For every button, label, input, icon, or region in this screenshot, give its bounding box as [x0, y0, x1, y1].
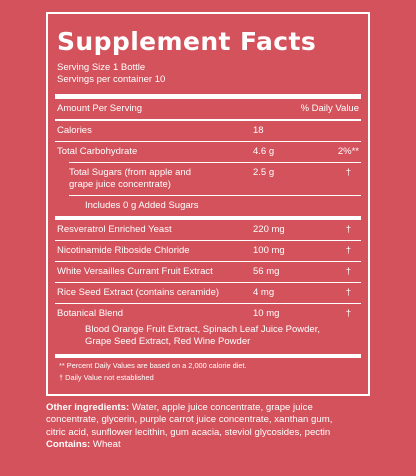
table-row-total-sugars: Total Sugars (from apple and grape juice… [55, 163, 361, 195]
table-row-currant-extract: White Versailles Currant Fruit Extract 5… [55, 262, 361, 282]
thick-divider [55, 354, 361, 358]
table-row-added-sugars: Includes 0 g Added Sugars [55, 196, 361, 216]
ingredient-daily-value: † [345, 245, 351, 256]
ingredient-amount: 4 mg [253, 287, 275, 298]
supplement-facts-panel: Supplement Facts Serving Size 1 Bottle S… [46, 12, 370, 396]
table-row-calories: Calories 18 [55, 121, 361, 141]
nutrient-name: Total Carbohydrate [57, 146, 138, 157]
servings-per-container: Servings per container 10 [57, 74, 166, 85]
amount-per-serving-header: Amount Per Serving [57, 103, 143, 114]
contains-text: Wheat [90, 439, 121, 451]
ingredient-daily-value: † [345, 308, 351, 319]
thick-divider [55, 216, 361, 220]
table-row-resveratrol: Resveratrol Enriched Yeast 220 mg † [55, 220, 361, 240]
ingredient-amount: 100 mg [253, 245, 285, 256]
footnote-dagger: † Daily Value not established [59, 373, 154, 382]
table-row-botanical-blend: Botanical Blend 10 mg † [55, 304, 361, 324]
other-ingredients-line-2: concentrate, glycerin, purple carrot jui… [46, 414, 333, 426]
contains-line: Contains: Wheat [46, 439, 376, 451]
other-ingredients-line-1: Other ingredients: Water, apple juice co… [46, 402, 376, 414]
blend-description-line-2: Grape Seed Extract, Red Wine Powder [85, 336, 251, 347]
row-divider [55, 282, 361, 283]
ingredient-name: Botanical Blend [57, 308, 124, 319]
ingredient-daily-value: † [345, 287, 351, 298]
ingredient-amount: 56 mg [253, 266, 280, 277]
nutrient-amount: 4.6 g [253, 146, 275, 157]
blend-description-line-1: Blood Orange Fruit Extract, Spinach Leaf… [85, 324, 320, 335]
other-ingredients-line-3: citric acid, sunflower lecithin, gum aca… [46, 426, 331, 438]
nutrient-amount: 2.5 g [253, 167, 275, 178]
footnotes: ** Percent Daily Values are based on a 2… [55, 358, 361, 384]
row-divider [55, 141, 361, 142]
thick-divider [55, 94, 361, 99]
table-row-nicotinamide: Nicotinamide Riboside Chloride 100 mg † [55, 241, 361, 261]
other-ingredients-label: Other ingredients: [46, 402, 130, 413]
serving-info: Serving Size 1 Bottle Servings per conta… [57, 62, 361, 86]
table-row-total-carbohydrate: Total Carbohydrate 4.6 g 2%** [55, 142, 361, 162]
ingredient-daily-value: † [345, 224, 351, 235]
ingredient-name: Nicotinamide Riboside Chloride [57, 245, 190, 256]
ingredient-amount: 10 mg [253, 308, 280, 319]
nutrient-name-line-1: Total Sugars (from apple and [69, 167, 191, 178]
header-divider [55, 119, 361, 121]
ingredient-name: Resveratrol Enriched Yeast [57, 224, 172, 235]
ingredient-name: White Versailles Currant Fruit Extract [57, 266, 213, 277]
row-divider [55, 195, 361, 196]
row-divider [55, 261, 361, 262]
nutrient-daily-value: † [345, 167, 351, 178]
row-divider [55, 162, 361, 163]
daily-value-header: % Daily Value [300, 103, 359, 114]
nutrient-daily-value: 2%** [337, 146, 359, 157]
nutrient-name: Includes 0 g Added Sugars [85, 200, 199, 211]
serving-size: Serving Size 1 Bottle [57, 62, 146, 73]
contains-label: Contains: [46, 439, 91, 451]
table-header: Amount Per Serving % Daily Value [55, 99, 361, 119]
ingredient-daily-value: † [345, 266, 351, 277]
table-row-rice-seed-extract: Rice Seed Extract (contains ceramide) 4 … [55, 283, 361, 303]
ingredient-amount: 220 mg [253, 224, 285, 235]
ingredient-name: Rice Seed Extract (contains ceramide) [57, 287, 220, 298]
other-ingredients-text-1: Water, apple juice concentrate, grape ju… [129, 402, 313, 413]
row-divider [55, 303, 361, 304]
facts-title: Supplement Facts [57, 27, 317, 56]
footnote-daily-values: ** Percent Daily Values are based on a 2… [59, 361, 247, 370]
row-divider [55, 240, 361, 241]
botanical-blend-description: Blood Orange Fruit Extract, Spinach Leaf… [55, 324, 361, 354]
nutrient-name: Calories [57, 125, 92, 136]
nutrient-amount: 18 [253, 125, 264, 136]
other-ingredients-section: Other ingredients: Water, apple juice co… [46, 402, 376, 452]
nutrient-name-line-2: grape juice concentrate) [69, 179, 171, 190]
